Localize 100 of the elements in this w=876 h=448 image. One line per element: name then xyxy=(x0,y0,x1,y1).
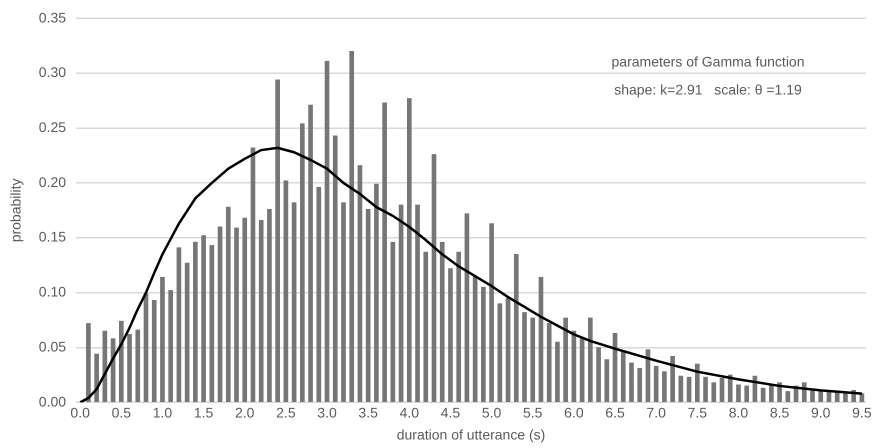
bar xyxy=(176,247,182,402)
bar xyxy=(242,218,248,402)
bar xyxy=(341,202,346,402)
x-tick-label: 3.0 xyxy=(317,404,337,421)
bar xyxy=(514,254,519,402)
bar xyxy=(110,338,116,402)
bar xyxy=(489,223,494,402)
bar xyxy=(580,338,584,402)
bar xyxy=(818,391,824,402)
bar xyxy=(522,312,527,402)
bar xyxy=(209,245,214,402)
x-axis-title: duration of utterance (s) xyxy=(396,426,546,442)
y-tick-label: 0.15 xyxy=(38,228,66,245)
y-tick-label: 0.30 xyxy=(38,64,66,80)
bar xyxy=(629,362,634,402)
bar xyxy=(572,330,576,402)
bar xyxy=(744,386,750,402)
bar xyxy=(456,252,462,402)
bar xyxy=(563,318,568,402)
bar xyxy=(612,332,618,402)
bar xyxy=(86,323,91,402)
y-axis-title: probability xyxy=(7,178,24,242)
bar xyxy=(258,220,264,402)
bar xyxy=(604,359,610,402)
x-tick-label: 4.5 xyxy=(440,404,460,421)
bar xyxy=(250,148,256,402)
bar xyxy=(555,342,560,402)
bar xyxy=(349,50,354,402)
bar xyxy=(810,390,815,402)
bar xyxy=(620,350,626,402)
x-tick-label: 0.5 xyxy=(112,404,132,421)
bar xyxy=(843,393,848,402)
bar xyxy=(670,356,675,402)
bar xyxy=(284,180,288,402)
bar xyxy=(432,154,436,402)
bar xyxy=(358,165,362,402)
bar xyxy=(332,135,338,402)
bar xyxy=(472,276,478,402)
bar xyxy=(596,347,601,402)
bar xyxy=(415,204,420,402)
bar xyxy=(366,208,370,402)
bar xyxy=(448,268,453,402)
bar xyxy=(546,323,552,402)
x-tick-label: 3.5 xyxy=(358,404,378,421)
bar xyxy=(720,378,724,402)
bar xyxy=(464,213,470,402)
annotation: shape: k=2.91 scale: θ =1.19 xyxy=(614,81,802,98)
bar xyxy=(118,320,124,402)
bar xyxy=(497,303,502,402)
annotation: parameters of Gamma function xyxy=(612,53,804,70)
bar xyxy=(144,293,148,402)
bar xyxy=(324,60,330,402)
bar xyxy=(127,334,132,402)
x-tick-label: 0.0 xyxy=(70,404,90,421)
bar xyxy=(711,382,716,402)
bar xyxy=(506,298,510,402)
bar xyxy=(760,388,766,402)
bar xyxy=(267,208,272,402)
x-tick-label: 4.0 xyxy=(400,404,420,421)
x-tick-label: 9.5 xyxy=(852,404,872,421)
bar xyxy=(736,384,741,402)
x-tick-label: 1.5 xyxy=(194,404,214,421)
x-tick-label: 8.0 xyxy=(728,404,748,421)
bar xyxy=(316,187,322,402)
x-tick-label: 7.5 xyxy=(688,404,708,421)
bar xyxy=(703,376,708,402)
x-tick-label: 2.5 xyxy=(276,404,296,421)
x-tick-label: 9.0 xyxy=(811,404,831,421)
y-tick-label: 0.25 xyxy=(38,118,66,135)
bar xyxy=(292,202,296,402)
bar xyxy=(226,206,231,402)
bar xyxy=(152,300,157,402)
bar xyxy=(406,98,412,402)
x-tick-label: 8.5 xyxy=(770,404,790,421)
bar xyxy=(440,242,445,402)
bar xyxy=(530,318,536,402)
y-tick-label: 0.20 xyxy=(38,174,66,190)
bar xyxy=(678,376,684,402)
bar xyxy=(654,366,658,402)
y-tick-label: 0.00 xyxy=(38,393,66,410)
bar xyxy=(184,262,190,402)
bar xyxy=(168,290,174,402)
x-tick-label: 1.0 xyxy=(152,404,172,421)
bar xyxy=(218,226,222,402)
bar xyxy=(135,330,140,402)
x-tick-label: 6.0 xyxy=(564,404,584,421)
bar xyxy=(538,276,544,402)
bar xyxy=(481,286,486,402)
bar xyxy=(160,276,165,402)
bar xyxy=(686,376,692,402)
bar xyxy=(637,368,642,402)
bar xyxy=(390,242,396,402)
y-tick-label: 0.05 xyxy=(38,338,66,354)
bar xyxy=(662,371,667,402)
x-tick-label: 7.0 xyxy=(646,404,666,421)
bar xyxy=(423,252,428,402)
bar xyxy=(300,123,305,402)
bar xyxy=(694,364,700,402)
bar xyxy=(786,391,790,402)
x-tick-label: 2.0 xyxy=(235,404,255,421)
